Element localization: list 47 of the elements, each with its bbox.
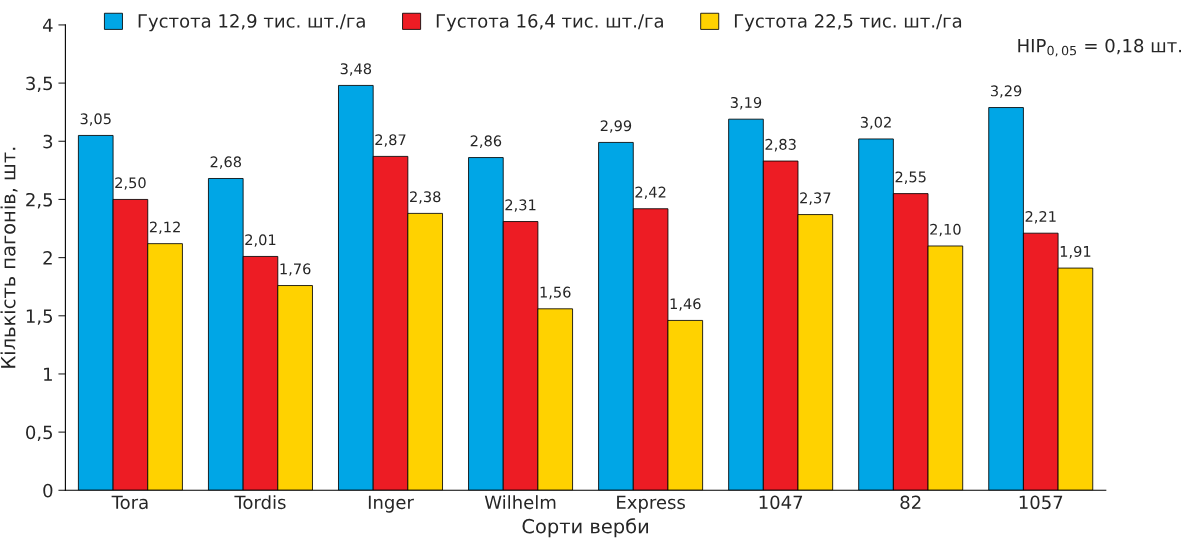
x-tick-label: 1057 [1019, 495, 1063, 510]
data-label: 2,50 [115, 177, 146, 190]
data-label: 2,01 [245, 234, 276, 247]
data-label: 2,12 [149, 221, 180, 234]
data-label: 2,83 [765, 138, 796, 152]
legend-label: Густота 16,4 тис. шт./га [436, 14, 663, 32]
data-label: 2,38 [410, 191, 441, 204]
y-tick-label: 1,5 [26, 309, 53, 325]
data-label: 2,68 [210, 156, 242, 169]
x-tick-label: Inger [368, 495, 414, 513]
data-label: 1,76 [280, 263, 311, 276]
x-tick-label: Tordis [234, 495, 286, 510]
data-label: 2,86 [470, 135, 502, 148]
y-tick-label: 2,5 [26, 192, 53, 209]
x-tick-label: Tora [111, 495, 148, 510]
legend-label: Густота 12,9 тис. шт./га [138, 14, 365, 32]
data-label: 2,21 [1025, 210, 1056, 224]
y-tick-label: 1 [44, 367, 52, 381]
x-tick-label: Express [617, 495, 685, 513]
y-tick-label: 3 [43, 134, 53, 149]
y-tick-label: 4 [42, 18, 53, 32]
y-tick-label: 2 [43, 251, 52, 265]
data-label: 2,37 [800, 192, 831, 205]
x-tick-label: 1047 [759, 495, 803, 510]
data-label: 2,31 [505, 199, 536, 212]
x-tick-label: Wilhelm [484, 495, 556, 510]
data-label: 3,19 [730, 96, 762, 110]
data-label: 2,10 [930, 223, 961, 237]
data-label: 1,91 [1060, 245, 1091, 259]
y-tick-label: 0 [43, 483, 53, 498]
data-label: 2,42 [635, 186, 666, 200]
legend-label: Густота 22,5 тис. шт./га [734, 14, 962, 32]
data-label: 3,29 [990, 85, 1022, 98]
data-label: 2,55 [895, 171, 926, 184]
x-tick-label: 82 [900, 495, 921, 510]
data-label: 1,46 [670, 298, 701, 311]
data-label: 2,99 [600, 120, 632, 133]
data-label: 1,56 [540, 286, 571, 300]
y-tick-label: 0,5 [26, 425, 53, 442]
data-label: 3,05 [80, 113, 111, 126]
data-label: 3,02 [860, 116, 891, 130]
y-tick-label: 3,5 [26, 76, 53, 93]
data-label: 3,48 [340, 63, 372, 76]
data-label: 2,87 [375, 134, 406, 147]
x-axis-title: Сорти верби [522, 518, 648, 538]
annotation: НІР$_{0,05}$ = 0,18 шт. [1018, 38, 1182, 57]
y-axis-title: Кількість пагонів, шт. [0, 147, 18, 368]
